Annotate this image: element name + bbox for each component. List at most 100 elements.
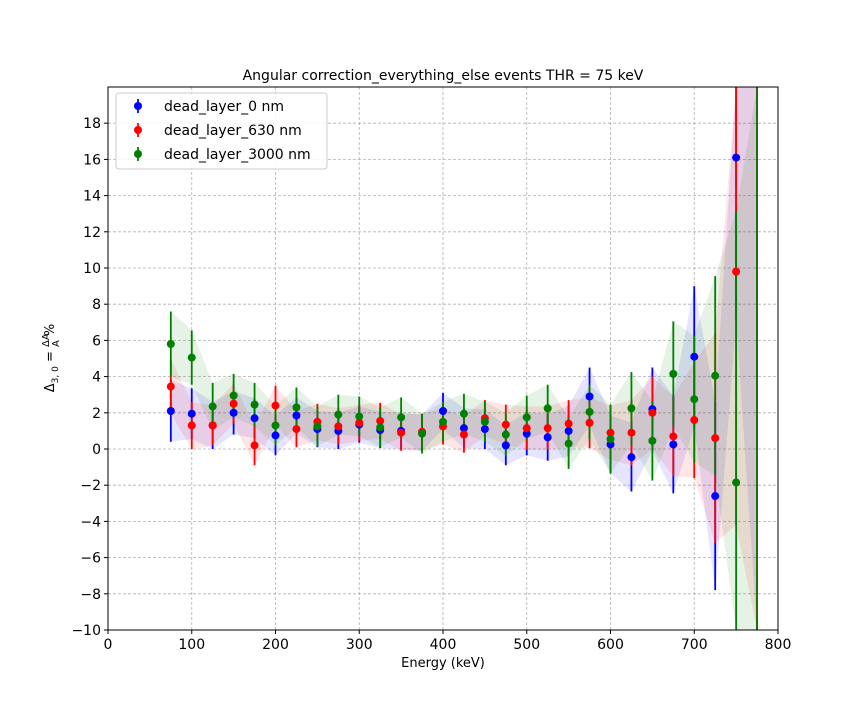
x-tick-label: 100 [178,637,205,653]
y-axis-label: Δ3, 0 = ΔAA% [41,324,62,392]
x-tick-label: 0 [104,637,113,653]
data-point [564,419,573,428]
data-point [732,153,741,162]
x-tick-label: 700 [681,637,708,653]
data-point [459,430,468,439]
data-point [397,428,406,437]
data-point [166,382,175,391]
legend-label: dead_layer_0 nm [164,99,284,115]
svg-text:Δ3, 0 = ΔAA%: Δ3, 0 = ΔAA% [41,324,62,392]
x-tick-label: 600 [597,637,624,653]
data-point [585,392,594,401]
y-tick-label: −8 [80,587,101,603]
legend-marker [134,150,142,158]
data-point [543,433,552,442]
data-point [250,441,259,450]
y-tick-label: 4 [92,370,101,386]
y-tick-label: 16 [83,152,101,168]
data-point [292,411,301,420]
data-point [439,417,447,426]
data-point [187,353,196,362]
data-point [606,435,615,444]
legend: dead_layer_0 nm dead_layer_630 nm dead_lay… [115,92,328,170]
legend-frame [115,92,328,170]
y-tick-label: −4 [80,514,101,530]
y-tick-label: 12 [83,225,101,241]
data-point [250,414,259,423]
data-point [711,492,720,501]
y-tick-label: −6 [80,551,101,567]
data-point [522,413,531,422]
data-point [229,399,238,408]
data-point [418,429,427,438]
data-point [564,426,573,435]
data-point [690,352,699,361]
data-point [606,428,615,437]
data-point [334,410,343,419]
y-tick-label: 2 [92,406,101,422]
data-point [355,418,364,427]
data-point [313,422,322,431]
data-point [585,407,594,416]
data-point [690,395,699,404]
y-tick-label: 10 [83,261,101,277]
y-tick-label: 14 [83,189,101,205]
data-point [501,441,510,450]
data-point [627,453,636,462]
data-point [355,412,364,421]
chart-title: Angular correction_everything_else event… [243,68,644,84]
data-point [627,404,636,413]
data-point [501,420,510,429]
data-point [187,421,196,430]
data-point [187,409,196,418]
legend-label: dead_layer_3000 nm [164,147,311,163]
data-point [627,428,636,437]
data-points [166,153,741,501]
data-point [439,406,447,415]
y-tick-label: −2 [80,478,101,494]
y-axis-ticks: −10 −8 −6 −4 −2 0 2 4 6 8 10 12 14 16 18 [71,116,108,639]
legend-label: dead_layer_630 nm [164,123,302,139]
data-point [522,424,531,433]
data-point [732,478,741,487]
data-point [250,400,259,409]
data-point [669,432,678,441]
x-axis-ticks: 0 100 200 300 400 500 600 700 800 [104,630,792,653]
data-point [459,424,468,433]
data-point [271,421,280,430]
data-point [376,423,385,432]
data-point [711,434,720,443]
data-point [397,413,406,422]
data-point [480,425,489,434]
data-point [669,440,678,449]
data-point [648,436,657,445]
data-point [229,391,238,400]
data-point [690,416,699,425]
y-tick-label: 8 [92,297,101,313]
data-point [648,408,657,417]
data-point [501,430,510,439]
x-tick-label: 200 [262,637,289,653]
data-point [208,421,217,430]
x-tick-label: 800 [765,637,792,653]
data-point [543,424,552,433]
x-tick-label: 400 [430,637,457,653]
data-point [732,267,741,276]
data-point [585,418,594,427]
y-tick-label: 18 [83,116,101,132]
data-point [271,431,280,440]
y-tick-label: −10 [71,623,101,639]
data-point [334,422,343,431]
data-point [711,371,720,380]
data-point [376,416,385,425]
data-point [229,408,238,417]
data-point [292,403,301,412]
data-point [459,409,468,418]
x-axis-label: Energy (keV) [401,656,485,671]
legend-marker [134,102,142,110]
data-point [292,425,301,434]
data-point [669,369,678,378]
x-tick-label: 500 [513,637,540,653]
data-point [166,340,175,349]
